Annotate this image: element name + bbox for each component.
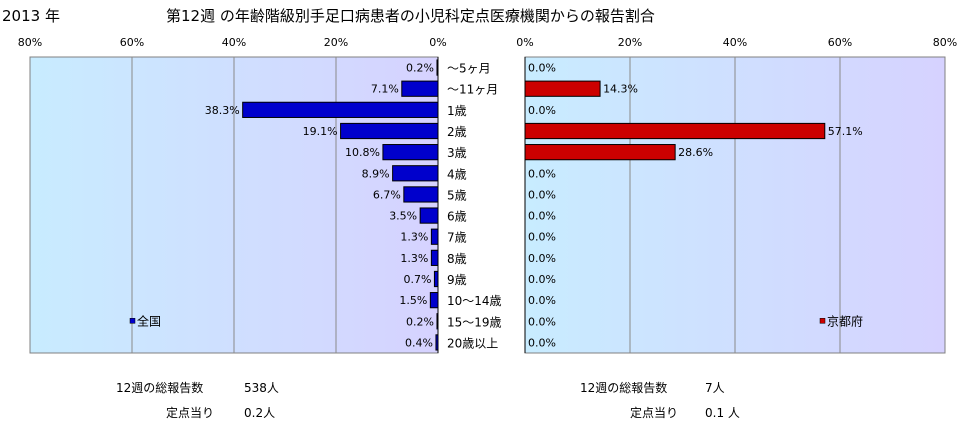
data-label: 28.6% [678, 146, 713, 159]
chart-title: 第12週 の年齢階級別手足口病患者の小児科定点医療機関からの報告割合 [166, 7, 655, 25]
data-label: 14.3% [603, 83, 638, 96]
bar [436, 59, 439, 76]
right-panel: 0% 20% 40% 60% 80% 0.0% 14.3% 0.0% 57.1% 28.6% 0.0… [516, 36, 957, 354]
bar [392, 165, 439, 182]
category-label: 7歳 [447, 231, 467, 245]
tick-label: 80% [18, 36, 42, 49]
legend-label: 京都府 [827, 313, 863, 328]
bar [430, 249, 439, 266]
data-label: 3.5% [389, 210, 417, 223]
category-label: ～5ヶ月 [447, 62, 491, 76]
tick-label: 60% [120, 36, 144, 49]
data-label: 38.3% [205, 104, 240, 117]
tick-label: 0% [429, 36, 446, 49]
legend-swatch [129, 318, 136, 324]
category-label: 4歳 [447, 167, 467, 181]
bar [524, 144, 676, 161]
bar [435, 334, 439, 351]
left-total-reports-label: 12週の総報告数 [116, 381, 204, 395]
data-label: 7.1% [371, 83, 399, 96]
category-label: 2歳 [447, 125, 467, 139]
data-label: 0.0% [528, 210, 556, 223]
data-label: 8.9% [362, 167, 390, 180]
bar [433, 270, 439, 288]
data-label: 0.0% [528, 167, 556, 180]
category-label: 8歳 [447, 252, 467, 266]
data-label: 0.7% [403, 273, 431, 286]
data-label: 0.2% [406, 62, 434, 75]
right-per-site-value: 0.1 人 [705, 406, 740, 420]
data-label: 0.0% [528, 273, 556, 286]
data-label: 1.3% [400, 252, 428, 265]
data-label: 6.7% [373, 188, 401, 201]
data-label: 0.0% [528, 336, 556, 349]
data-label: 19.1% [303, 125, 338, 138]
bar [524, 122, 826, 140]
legend-label: 全国 [137, 313, 161, 328]
bar [436, 313, 439, 330]
left-per-site-label: 定点当り [166, 406, 215, 420]
category-label: 1歳 [447, 104, 467, 118]
left-panel: 80% 60% 40% 20% 0% 0.2% 7.1% 38.3% 19.1% 10.8% 8.9… [18, 36, 502, 354]
category-label: 15～19歳 [447, 315, 502, 329]
data-label: 10.8% [345, 146, 380, 159]
data-label: 0.0% [528, 62, 556, 75]
bar [419, 207, 439, 224]
legend-swatch [819, 318, 826, 324]
data-label: 1.5% [399, 294, 427, 307]
bar [524, 80, 601, 97]
tick-label: 40% [723, 36, 747, 49]
data-label: 1.3% [400, 231, 428, 244]
bar [340, 122, 439, 140]
data-label: 0.2% [406, 315, 434, 328]
tick-label: 80% [933, 36, 957, 49]
bar [242, 101, 439, 118]
bar [403, 186, 439, 203]
category-label: 6歳 [447, 210, 467, 224]
tick-label: 60% [828, 36, 852, 49]
bar [401, 80, 439, 97]
data-label: 0.4% [405, 336, 433, 349]
data-label: 0.0% [528, 231, 556, 244]
left-per-site-value: 0.2人 [244, 406, 276, 420]
category-label: 9歳 [447, 273, 467, 287]
right-total-reports-label: 12週の総報告数 [580, 381, 668, 395]
category-label: 20歳以上 [447, 336, 498, 350]
data-label: 0.0% [528, 252, 556, 265]
tick-label: 40% [222, 36, 246, 49]
right-per-site-label: 定点当り [630, 406, 679, 420]
category-label: ～11ヶ月 [447, 83, 498, 97]
data-label: 0.0% [528, 294, 556, 307]
data-label: 0.0% [528, 104, 556, 117]
tick-label: 20% [324, 36, 348, 49]
bar [382, 144, 439, 161]
data-label: 57.1% [828, 125, 863, 138]
tick-label: 0% [516, 36, 533, 49]
left-total-reports-value: 538人 [244, 381, 279, 395]
tick-label: 20% [618, 36, 642, 49]
data-label: 0.0% [528, 315, 556, 328]
category-label: 3歳 [447, 146, 467, 160]
category-label: 10～14歳 [447, 294, 502, 308]
year-label: 2013 年 [2, 7, 60, 25]
data-label: 0.0% [528, 188, 556, 201]
bar [429, 292, 439, 309]
right-total-reports-value: 7人 [705, 381, 725, 395]
bar [430, 228, 439, 245]
category-label: 5歳 [447, 188, 467, 202]
